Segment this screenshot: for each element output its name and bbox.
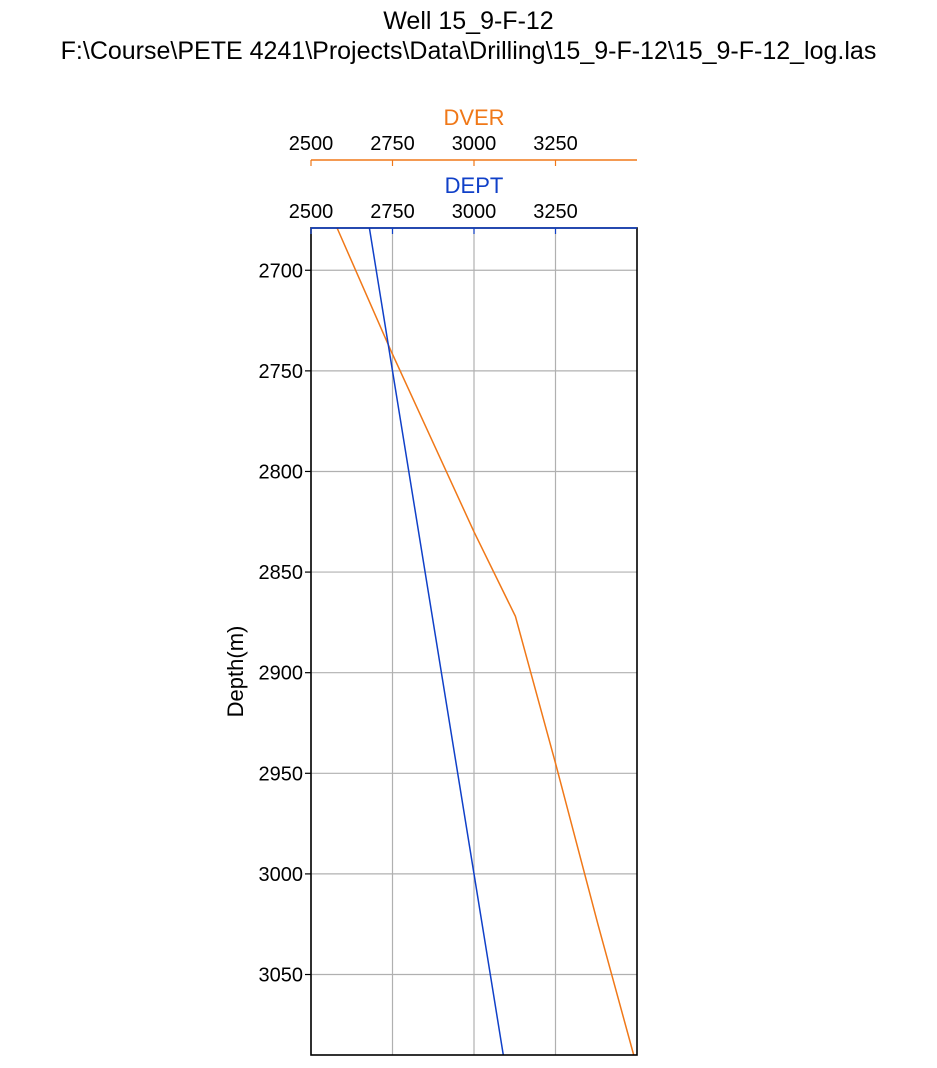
y-tick-label: 2950 <box>259 763 304 785</box>
y-tick-label: 2800 <box>259 461 304 483</box>
x-tick-label: 3000 <box>452 201 497 223</box>
x-tick-label: 2750 <box>370 201 415 223</box>
x-tick-label: 3250 <box>533 133 578 155</box>
x-axis-dept: 2500 2750 3000 3250 DEPT <box>289 173 637 234</box>
x-axis-label-dver: DVER <box>443 105 504 130</box>
y-tick-label: 2700 <box>259 260 304 282</box>
y-tick-label: 2900 <box>259 663 304 685</box>
x-tick-label: 3000 <box>452 133 497 155</box>
chart-title: Well 15_9-F-12 <box>383 7 554 35</box>
x-tick-label: 2500 <box>289 201 334 223</box>
x-tick-label: 3250 <box>533 201 578 223</box>
chart-title-block: Well 15_9-F-12 F:\Course\PETE 4241\Proje… <box>0 6 937 66</box>
y-axis: 2700 2750 2800 2850 2900 2950 3000 3050 Depth(m) <box>223 260 311 987</box>
series-line-dver <box>336 227 635 1056</box>
y-tick-label: 2850 <box>259 562 304 584</box>
series-layer <box>336 227 635 1056</box>
series-line-dept <box>368 227 505 1056</box>
x-axis-dver: 2500 2750 3000 3250 DVER <box>289 105 637 166</box>
chart-subtitle: F:\Course\PETE 4241\Projects\Data\Drilli… <box>60 37 877 65</box>
grid-layer <box>310 228 637 1055</box>
x-axis-label-dept: DEPT <box>445 173 504 198</box>
y-tick-label: 3000 <box>259 864 304 886</box>
x-axes: 2500 2750 3000 3250 DVER 2500 2750 3000 3250 DEPT <box>289 105 637 234</box>
x-tick-label: 2750 <box>370 133 415 155</box>
y-axis-label: Depth(m) <box>223 626 248 718</box>
y-tick-label: 2750 <box>259 361 304 383</box>
y-tick-label: 3050 <box>259 965 304 987</box>
x-tick-label: 2500 <box>289 133 334 155</box>
